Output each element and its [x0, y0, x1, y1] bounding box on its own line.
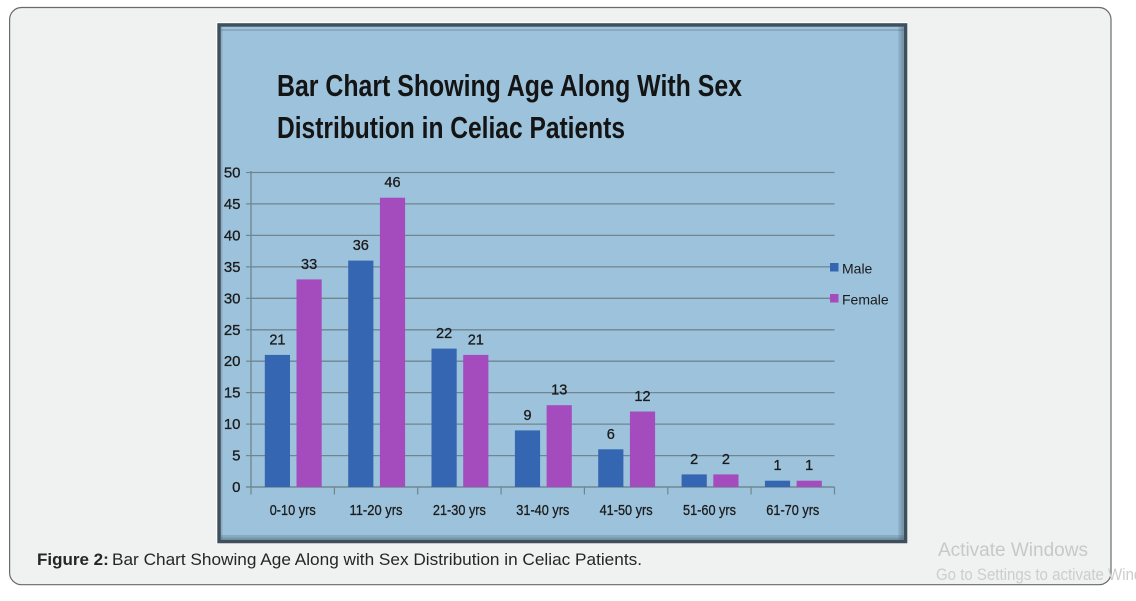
svg-text:1: 1: [805, 458, 813, 474]
svg-text:21-30 yrs: 21-30 yrs: [433, 502, 486, 519]
svg-text:11-20 yrs: 11-20 yrs: [350, 502, 403, 519]
svg-text:35: 35: [224, 259, 241, 276]
svg-text:0-10 yrs: 0-10 yrs: [270, 502, 316, 519]
svg-text:10: 10: [224, 416, 241, 433]
svg-text:61-70 yrs: 61-70 yrs: [766, 502, 819, 519]
svg-text:2: 2: [690, 452, 698, 468]
svg-text:41-50 yrs: 41-50 yrs: [600, 502, 653, 519]
svg-text:6: 6: [607, 427, 615, 443]
svg-text:Go to Settings to activate Win: Go to Settings to activate Windows: [936, 566, 1136, 584]
svg-text:40: 40: [224, 227, 241, 244]
svg-text:5: 5: [232, 448, 240, 465]
svg-text:22: 22: [436, 326, 452, 342]
svg-text:1: 1: [773, 458, 781, 474]
svg-text:Activate Windows: Activate Windows: [938, 540, 1088, 561]
svg-text:50: 50: [224, 165, 241, 182]
svg-text:20: 20: [224, 353, 241, 370]
svg-text:25: 25: [224, 322, 241, 339]
svg-text:13: 13: [551, 383, 567, 399]
svg-text:12: 12: [634, 389, 650, 405]
svg-text:33: 33: [301, 257, 317, 273]
svg-text:45: 45: [224, 196, 241, 213]
svg-text:46: 46: [384, 175, 400, 191]
svg-text:36: 36: [353, 238, 369, 254]
svg-text:51-60 yrs: 51-60 yrs: [683, 502, 736, 519]
svg-text:Male: Male: [842, 260, 873, 276]
svg-text:Distribution in Celiac Patient: Distribution in Celiac Patients: [277, 110, 625, 145]
svg-text:Bar Chart Showing Age Along Wi: Bar Chart Showing Age Along With Sex: [277, 68, 743, 103]
svg-text:21: 21: [269, 332, 285, 348]
svg-text:30: 30: [224, 290, 241, 307]
svg-text:Female: Female: [842, 291, 889, 307]
svg-text:31-40 yrs: 31-40 yrs: [516, 502, 569, 519]
svg-text:Figure 2:: Figure 2:: [37, 550, 109, 569]
svg-text:9: 9: [523, 408, 531, 424]
svg-text:0: 0: [232, 479, 240, 496]
svg-text:21: 21: [468, 332, 484, 348]
svg-text:2: 2: [722, 452, 730, 468]
svg-text:15: 15: [224, 385, 241, 402]
svg-text:Bar Chart Showing Age Along wi: Bar Chart Showing Age Along with Sex Dis…: [112, 550, 642, 569]
